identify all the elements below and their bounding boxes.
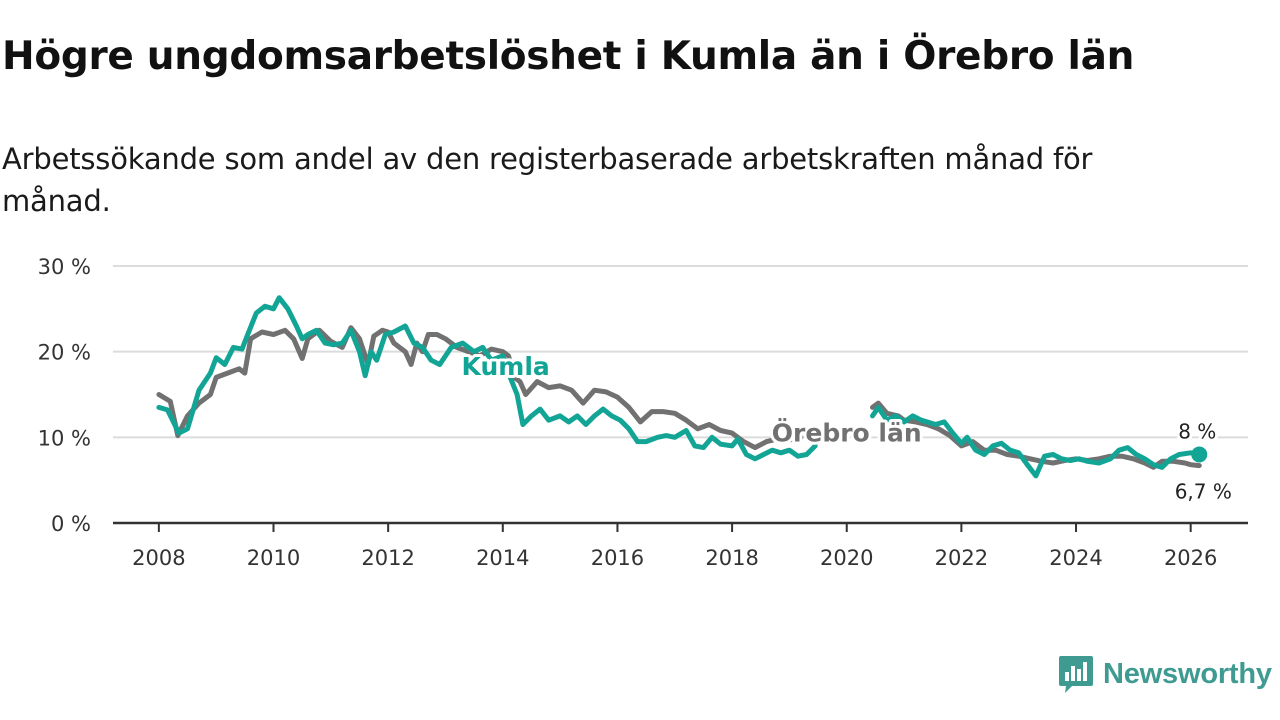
y-tick-label: 10 % <box>38 426 91 450</box>
x-tick-label: 2008 <box>132 546 185 570</box>
x-tick-label: 2022 <box>935 546 988 570</box>
x-tick-label: 2010 <box>247 546 300 570</box>
series-line-kumla <box>156 295 818 462</box>
bar-chart-logo-icon <box>1059 656 1093 693</box>
x-tick-label: 2024 <box>1049 546 1102 570</box>
y-tick-label: 30 % <box>38 255 91 279</box>
y-tick-label: 20 % <box>38 341 91 365</box>
x-tick-label: 2014 <box>476 546 529 570</box>
orebro-end-value-label: 6,7 % <box>1175 480 1232 504</box>
x-tick-label: 2020 <box>820 546 873 570</box>
series-labels: Kumla Örebro län 8 % 6,7 % <box>459 349 1235 507</box>
orebro-series-label: Örebro län <box>772 418 922 448</box>
x-axis: 2008 2010 2012 2014 2016 2018 2020 2022 2024 2026 <box>113 521 1248 570</box>
kumla-series-label: Kumla <box>462 352 550 381</box>
series-lines <box>156 295 1208 479</box>
x-tick-label: 2012 <box>361 546 414 570</box>
kumla-end-value-label: 8 % <box>1178 419 1216 443</box>
series-line-kumla <box>870 404 1202 479</box>
newsworthy-brand: Newsworthy <box>1058 654 1272 694</box>
kumla-end-point <box>1191 446 1208 463</box>
x-tick-label: 2018 <box>705 546 758 570</box>
x-tick-label: 2026 <box>1164 546 1217 570</box>
x-tick-label: 2016 <box>591 546 644 570</box>
chart-title: Högre ungdomsarbetslöshet i Kumla än i Ö… <box>2 34 1135 79</box>
chart-subtitle: Arbetssökande som andel av den registerb… <box>2 142 1093 218</box>
y-axis-ticks: 0 % 10 % 20 % 30 % <box>38 255 91 536</box>
gridlines <box>113 265 1248 439</box>
y-tick-label: 0 % <box>51 512 91 536</box>
brand-name: Newsworthy <box>1103 657 1272 690</box>
series-line-orebro <box>156 325 804 451</box>
